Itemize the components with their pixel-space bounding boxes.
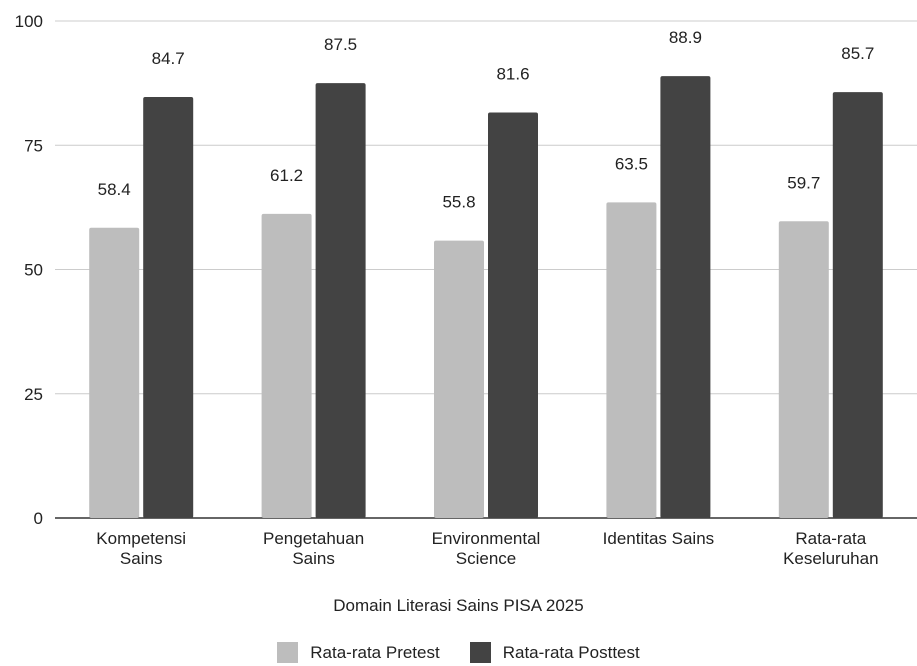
bar-posttest bbox=[660, 76, 711, 519]
y-tick-label: 50 bbox=[24, 261, 43, 280]
data-label: 88.9 bbox=[669, 28, 702, 47]
x-tick-label: Sains bbox=[120, 549, 163, 568]
x-tick-label: Pengetahuan bbox=[263, 529, 364, 548]
bar-posttest bbox=[315, 83, 366, 518]
data-label: 55.8 bbox=[442, 193, 475, 212]
bar-posttest bbox=[143, 97, 194, 518]
legend-label-posttest: Rata-rata Posttest bbox=[502, 642, 640, 662]
y-tick-label: 75 bbox=[24, 136, 43, 155]
data-label: 59.7 bbox=[787, 173, 820, 192]
x-tick-label: Sains bbox=[292, 549, 335, 568]
bar-chart: 025507510058.484.7KompetensiSains61.287.… bbox=[15, 12, 917, 568]
bar-pretest bbox=[606, 202, 657, 518]
data-label: 85.7 bbox=[841, 44, 874, 63]
data-label: 63.5 bbox=[615, 154, 648, 173]
x-axis-label: Domain Literasi Sains PISA 2025 bbox=[333, 596, 584, 615]
x-tick-label: Rata-rata bbox=[795, 529, 866, 548]
x-tick-label: Keseluruhan bbox=[783, 549, 878, 568]
x-tick-label: Identitas Sains bbox=[603, 529, 715, 548]
x-tick-label: Kompetensi bbox=[96, 529, 186, 548]
legend-item-posttest: Rata-rata Posttest bbox=[469, 642, 640, 663]
legend-swatch-posttest bbox=[469, 642, 491, 663]
data-label: 61.2 bbox=[270, 166, 303, 185]
x-tick-label: Environmental bbox=[432, 529, 541, 548]
y-tick-label: 100 bbox=[15, 12, 43, 31]
bar-posttest bbox=[832, 92, 883, 519]
bar-pretest bbox=[89, 227, 140, 518]
y-tick-label: 0 bbox=[34, 509, 43, 528]
legend-label-pretest: Rata-rata Pretest bbox=[310, 642, 440, 662]
legend-swatch-pretest bbox=[277, 642, 299, 663]
bar-pretest bbox=[434, 240, 484, 518]
bar-pretest bbox=[261, 213, 312, 518]
legend-item-pretest: Rata-rata Pretest bbox=[277, 642, 440, 663]
data-label: 84.7 bbox=[152, 49, 185, 68]
y-tick-label: 25 bbox=[24, 385, 43, 404]
bar-pretest bbox=[778, 221, 829, 518]
data-label: 87.5 bbox=[324, 35, 357, 54]
bar-posttest bbox=[488, 112, 538, 518]
x-tick-label: Science bbox=[456, 549, 516, 568]
data-label: 81.6 bbox=[496, 64, 529, 83]
data-label: 58.4 bbox=[98, 180, 131, 199]
legend: Rata-rata Pretest Rata-rata Posttest bbox=[0, 642, 917, 663]
